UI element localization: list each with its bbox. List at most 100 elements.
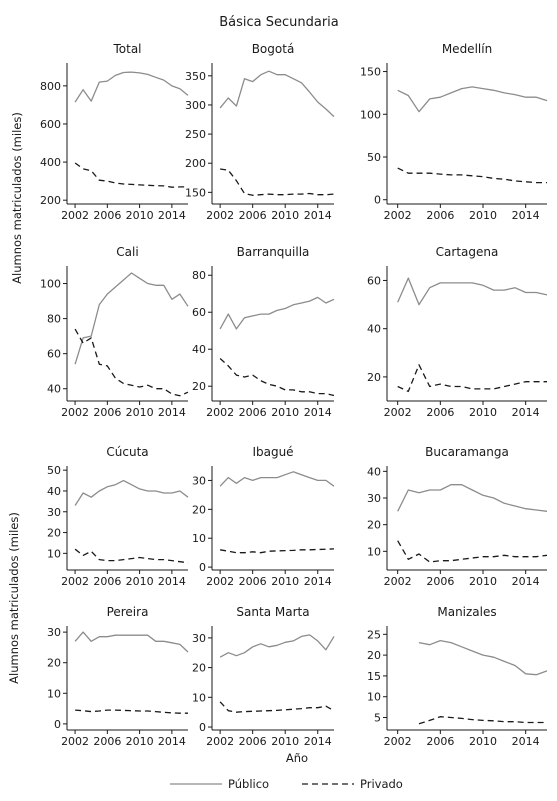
y-tick-label: 20 [192, 503, 206, 516]
y-tick-label: 600 [40, 118, 61, 131]
y-tick-label: 800 [40, 80, 61, 93]
x-tick-label: 2006 [93, 406, 121, 419]
series-publico-line [397, 484, 548, 512]
y-tick-label: 10 [47, 687, 61, 700]
y-tick-label: 150 [185, 186, 206, 199]
panel-1: Total 200 400 600 800 2002 2006 2010 2014 [40, 42, 189, 222]
y-tick-label: 80 [192, 269, 206, 282]
y-tick-label: 15 [367, 670, 381, 683]
y-tick-label: 200 [185, 157, 206, 170]
y-axis-label-top: Alumnos matriculados (miles) [10, 112, 24, 284]
y-tick-label: 30 [47, 506, 61, 519]
legend: Público Privado [170, 777, 403, 791]
x-tick-label: 2010 [126, 406, 154, 419]
y-tick-label: 30 [47, 626, 61, 639]
series-privado-line [219, 548, 335, 554]
x-tick-label: 2014 [158, 735, 186, 748]
y-tick-label: 100 [360, 108, 381, 121]
panel-4: Cali 40 60 80 100 2002 2006 2010 2014 [40, 245, 189, 419]
series-publico-line [397, 277, 548, 306]
panel-title: Bucaramanga [425, 445, 509, 459]
x-tick-label: 2002 [61, 575, 89, 588]
x-tick-label: 2014 [304, 406, 332, 419]
y-tick-label: 40 [47, 485, 61, 498]
y-tick-label: 0 [54, 718, 61, 731]
x-tick-label: 2006 [93, 575, 121, 588]
y-tick-label: 10 [192, 532, 206, 545]
y-tick-label: 0 [199, 561, 206, 574]
y-tick-label: 10 [367, 545, 381, 558]
x-tick-label: 2010 [271, 209, 299, 222]
y-tick-label: 50 [367, 151, 381, 164]
y-tick-label: 10 [192, 691, 206, 704]
y-tick-label: 300 [185, 99, 206, 112]
x-tick-label: 2014 [304, 209, 332, 222]
series-publico-line [74, 479, 189, 506]
series-publico-line [74, 631, 189, 653]
y-tick-label: 20 [367, 371, 381, 384]
series-privado-line [74, 548, 189, 564]
panel-title: Manizales [437, 605, 496, 619]
x-tick-label: 2006 [93, 209, 121, 222]
legend-privado-label: Privado [360, 777, 403, 791]
x-tick-label: 2006 [426, 406, 454, 419]
y-tick-label: 20 [192, 380, 206, 393]
x-tick-label: 2006 [93, 735, 121, 748]
series-publico-line [418, 639, 548, 676]
y-tick-label: 60 [367, 274, 381, 287]
series-privado-line [397, 167, 547, 184]
series-publico-line [219, 296, 335, 330]
series-publico-line [219, 634, 335, 658]
panel-9: Bucaramanga 10 20 30 40 2002 2006 2010 2014 [367, 445, 548, 588]
panel-title: Ibagué [252, 445, 293, 459]
y-tick-label: 400 [40, 156, 61, 169]
panel-11: Santa Marta 0 10 20 30 2002 2006 2010 2014 [192, 605, 335, 748]
y-tick-label: 60 [192, 306, 206, 319]
x-tick-label: 2014 [304, 735, 332, 748]
x-tick-label: 2010 [126, 735, 154, 748]
series-publico-line [219, 70, 335, 118]
y-tick-label: 30 [367, 492, 381, 505]
y-tick-label: 60 [47, 348, 61, 361]
series-privado-line [220, 168, 335, 196]
series-privado-line [397, 540, 548, 563]
x-tick-label: 2002 [384, 575, 412, 588]
series-publico-line [219, 471, 335, 487]
y-tick-label: 40 [47, 383, 61, 396]
panel-title: Barranquilla [237, 245, 310, 259]
y-tick-label: 150 [360, 66, 381, 79]
y-tick-label: 20 [47, 657, 61, 670]
x-tick-label: 2006 [426, 575, 454, 588]
x-tick-label: 2014 [158, 209, 186, 222]
x-tick-label: 2014 [512, 406, 540, 419]
series-privado-line [74, 328, 189, 397]
series-privado-line [219, 358, 335, 397]
panel-title: Cali [116, 245, 138, 259]
y-tick-label: 40 [192, 343, 206, 356]
y-tick-label: 10 [367, 691, 381, 704]
y-tick-label: 10 [47, 547, 61, 560]
series-privado-line [75, 709, 188, 714]
y-tick-label: 20 [367, 519, 381, 532]
panel-title: Medellín [442, 42, 492, 56]
series-publico-line [74, 71, 189, 103]
y-tick-label: 5 [374, 712, 381, 725]
figure-title: Básica Secundaria [219, 15, 339, 30]
panel-12: Manizales 5 10 15 20 25 2002 2006 2010 2014 [367, 605, 548, 748]
y-tick-label: 30 [192, 632, 206, 645]
x-tick-label: 2010 [271, 406, 299, 419]
x-tick-label: 2010 [271, 575, 299, 588]
x-tick-label: 2010 [271, 735, 299, 748]
y-tick-label: 0 [199, 721, 206, 734]
panel-title: Cartagena [436, 245, 499, 259]
panel-3: Medellín 0 50 100 150 2002 2006 2010 2014 [360, 42, 548, 222]
x-tick-label: 2010 [126, 575, 154, 588]
x-tick-label: 2006 [426, 209, 454, 222]
x-tick-label: 2010 [469, 575, 497, 588]
panel-10: Pereira 0 10 20 30 2002 2006 2010 2014 [47, 605, 189, 748]
panel-title: Santa Marta [236, 605, 309, 619]
x-tick-label: 2010 [469, 735, 497, 748]
x-tick-label: 2006 [426, 735, 454, 748]
